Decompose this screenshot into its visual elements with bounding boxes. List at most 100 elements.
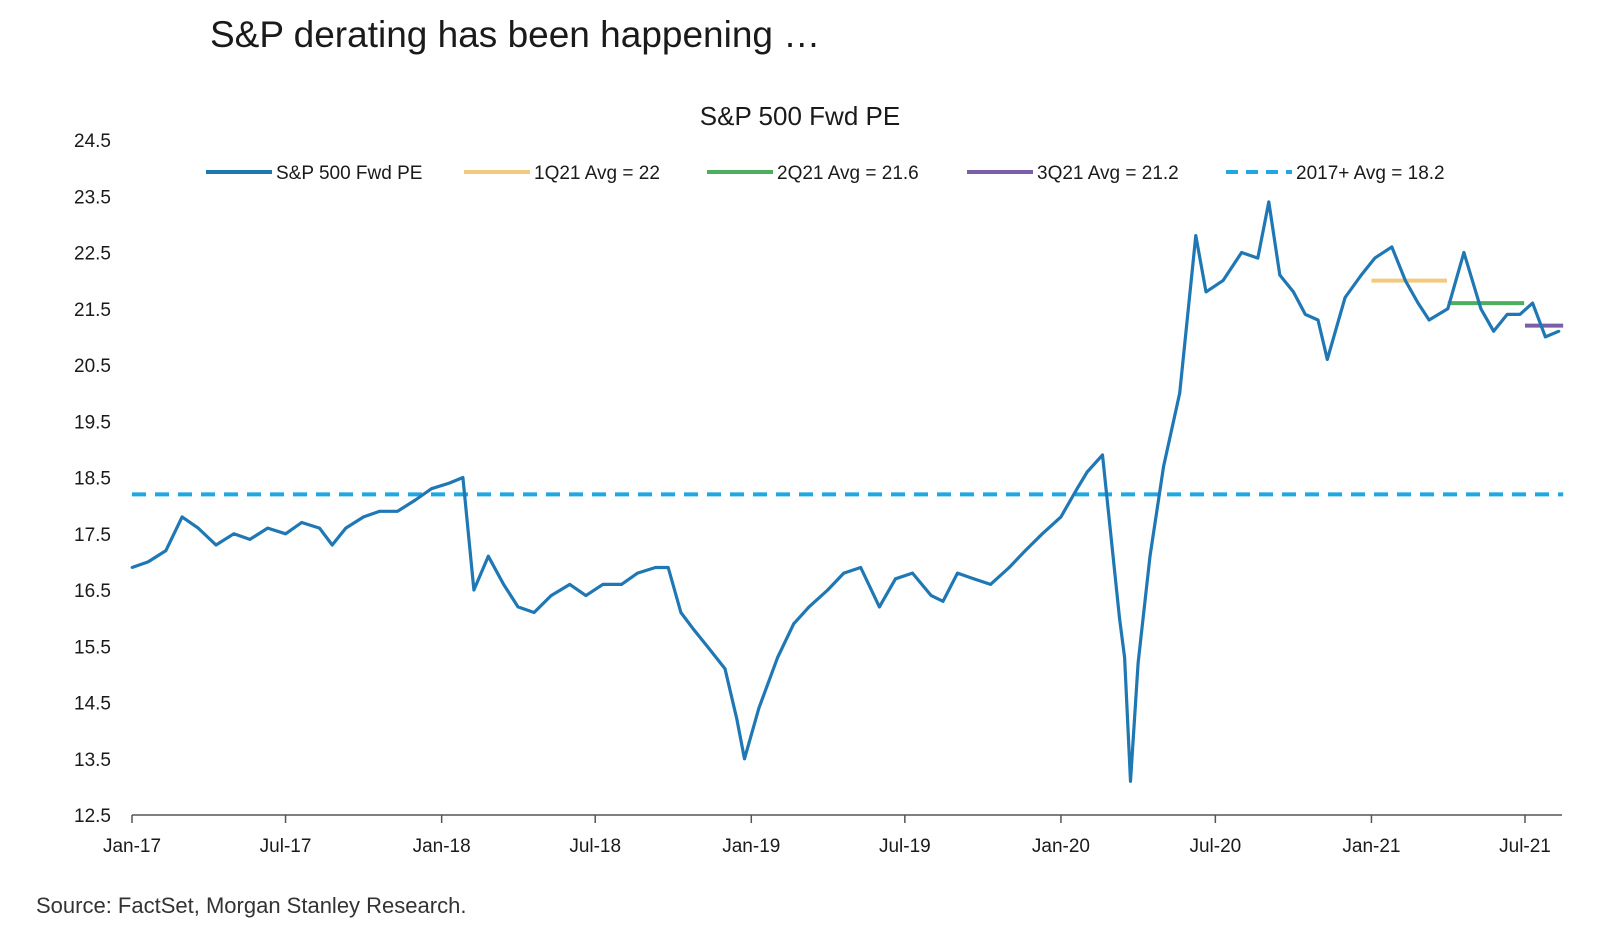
sp500-data-point bbox=[679, 611, 683, 614]
sp500-data-point bbox=[601, 582, 605, 586]
sp500-data-point bbox=[1204, 290, 1208, 294]
sp500-data-point bbox=[636, 571, 640, 575]
source-note: Source: FactSet, Morgan Stanley Research… bbox=[36, 893, 467, 918]
legend-label: S&P 500 Fwd PE bbox=[276, 163, 422, 184]
x-axis: Jan-17 Jul-17 Jan-18 Jul-18 Jan-19 Jul-19 Jan-… bbox=[103, 814, 1562, 857]
sp500-data-point bbox=[1373, 256, 1377, 260]
sp500-data-point bbox=[1256, 256, 1260, 260]
sp500-data-point bbox=[146, 560, 150, 564]
x-tick-label: Jan-19 bbox=[722, 836, 780, 857]
x-tick-label: Jan-20 bbox=[1032, 836, 1090, 857]
y-tick-label: 17.5 bbox=[74, 525, 111, 546]
sp500-data-point bbox=[248, 537, 252, 541]
y-tick-label: 19.5 bbox=[74, 412, 111, 433]
y-tick-label: 18.5 bbox=[74, 469, 111, 490]
x-tick-label: Jul-21 bbox=[1499, 836, 1551, 857]
sp500-data-point bbox=[743, 757, 746, 761]
sp500-data-point bbox=[516, 605, 520, 609]
sp500-data-point bbox=[472, 588, 476, 592]
sp500-data-point bbox=[1118, 616, 1121, 620]
sp500-data-point bbox=[654, 566, 657, 569]
sp500-data-point bbox=[1194, 234, 1198, 238]
sp500-data-point bbox=[1129, 779, 1132, 783]
sp500-data-point bbox=[1390, 245, 1394, 249]
sp500-data-point bbox=[362, 515, 366, 519]
legend-label: 3Q21 Avg = 21.2 bbox=[1037, 163, 1179, 184]
sp500-data-point bbox=[1023, 549, 1027, 553]
sp500-data-point bbox=[692, 627, 696, 631]
sp500-data-point bbox=[666, 566, 670, 569]
y-tick-label: 15.5 bbox=[74, 637, 111, 658]
sp500-data-point bbox=[776, 656, 779, 659]
x-tick-label: Jan-18 bbox=[413, 836, 471, 857]
y-tick-label: 14.5 bbox=[74, 694, 111, 715]
chart-legend: S&P 500 Fwd PE 1Q21 Avg = 22 2Q21 Avg = 21… bbox=[206, 163, 1445, 184]
sp500-data-point bbox=[859, 566, 863, 569]
sp500-data-point bbox=[1492, 329, 1496, 333]
sp500-data-point bbox=[723, 667, 727, 671]
sp500-data-point bbox=[792, 622, 796, 626]
sp500-data-point bbox=[1267, 200, 1271, 204]
sp500-data-point bbox=[735, 717, 739, 721]
sp500-data-point bbox=[1085, 470, 1089, 474]
x-tick-label: Jul-18 bbox=[569, 836, 621, 857]
plot-area bbox=[130, 200, 1564, 783]
sp500-data-point bbox=[1543, 335, 1547, 339]
sp500-data-point bbox=[232, 532, 236, 536]
chart-title: S&P 500 Fwd PE bbox=[700, 101, 900, 131]
sp500-data-point bbox=[284, 532, 287, 536]
sp500-data-point bbox=[266, 526, 270, 530]
sp500-data-point bbox=[989, 582, 992, 586]
sp500-data-point bbox=[396, 509, 399, 513]
sp500-data-point bbox=[1110, 543, 1114, 547]
sp500-data-point bbox=[1316, 318, 1320, 322]
sp500-data-point bbox=[1505, 312, 1509, 316]
x-tick-label: Jul-17 bbox=[260, 836, 312, 857]
sp500-data-point bbox=[344, 526, 348, 530]
y-tick-label: 12.5 bbox=[74, 806, 111, 827]
sp500-data-point bbox=[1479, 307, 1483, 311]
sp500-data-point bbox=[941, 599, 945, 603]
y-tick-label: 13.5 bbox=[74, 750, 111, 771]
sp500-data-point bbox=[929, 594, 933, 598]
sp500-data-point bbox=[486, 554, 490, 558]
sp500-data-point bbox=[972, 577, 975, 581]
sp500-data-point bbox=[956, 571, 959, 575]
sp500-data-point bbox=[430, 487, 433, 491]
y-tick-label: 24.5 bbox=[74, 131, 111, 152]
legend-label: 2Q21 Avg = 21.6 bbox=[777, 163, 919, 184]
sp500-data-point bbox=[1040, 532, 1044, 536]
sp500-data-point bbox=[1278, 273, 1282, 277]
sp500-data-point bbox=[911, 571, 914, 575]
sp500-data-point bbox=[1446, 307, 1450, 311]
sp500-data-point bbox=[878, 605, 881, 609]
sp500-data-point bbox=[1427, 318, 1431, 322]
sp500-data-point bbox=[378, 509, 382, 513]
sp500-data-point bbox=[1403, 279, 1407, 283]
sp500-data-point bbox=[1462, 251, 1466, 254]
sp500-fwd-pe-line bbox=[131, 200, 1560, 783]
sp500-data-point bbox=[318, 526, 321, 530]
sp500-data-point bbox=[894, 577, 897, 581]
sp500-data-point bbox=[584, 594, 588, 598]
y-axis: 24.5 23.5 22.5 21.5 20.5 19.5 18.5 17.5 16.5 15.5… bbox=[74, 131, 111, 827]
legend-label: 2017+ Avg = 18.2 bbox=[1296, 163, 1445, 184]
sp500-data-point bbox=[1303, 312, 1307, 316]
sp500-data-point bbox=[447, 481, 451, 485]
x-tick-label: Jan-21 bbox=[1342, 836, 1400, 857]
y-tick-label: 22.5 bbox=[74, 244, 111, 265]
y-tick-label: 21.5 bbox=[74, 300, 111, 321]
sp500-data-point bbox=[502, 582, 505, 586]
sp500-data-point bbox=[1148, 554, 1152, 558]
sp500-data-point bbox=[1291, 290, 1295, 294]
sp500-data-point bbox=[214, 543, 218, 547]
y-tick-label: 16.5 bbox=[74, 581, 111, 602]
sp500-data-point bbox=[300, 521, 304, 524]
sp500-data-point bbox=[180, 515, 184, 519]
sp500-data-point bbox=[1557, 329, 1561, 333]
x-tick-label: Jul-19 bbox=[879, 836, 931, 857]
y-tick-label: 20.5 bbox=[74, 356, 111, 377]
sp500-data-point bbox=[1359, 273, 1363, 277]
sp500-data-point bbox=[330, 543, 334, 547]
